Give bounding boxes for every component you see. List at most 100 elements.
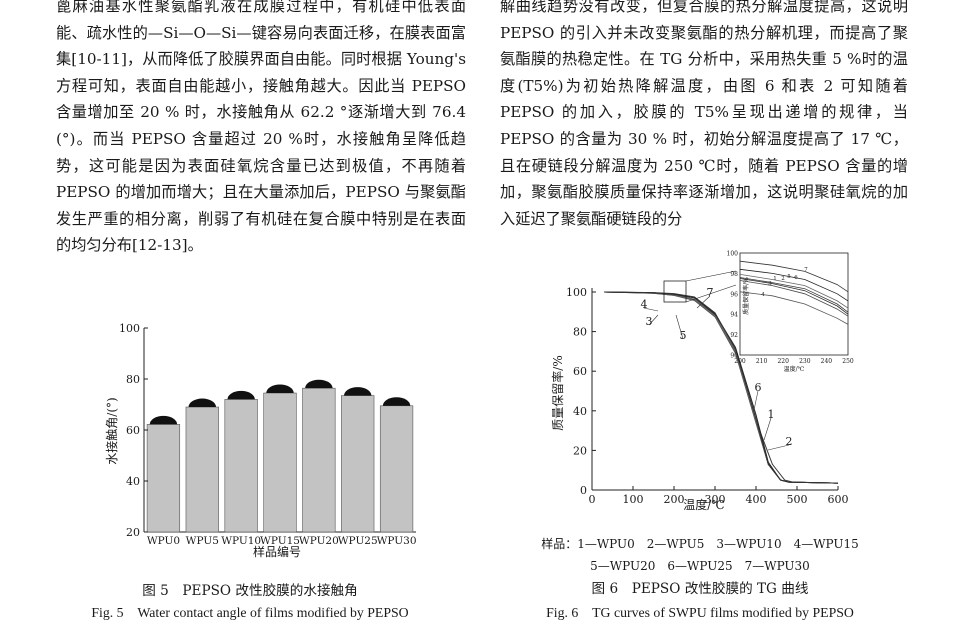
inset-y-tick-label: 90 [730, 353, 738, 360]
left-text-column: 蓖麻油基水性聚氨酯乳液在成膜过程中，有机硅中低表面能、疏水性的—Si—O—Si—… [56, 0, 466, 259]
inset-y-tick-label: 92 [730, 332, 738, 339]
bar [263, 392, 297, 533]
inset-frame [739, 252, 849, 356]
y-tick-label: 100 [119, 322, 140, 335]
bar [379, 405, 414, 533]
y-tick-label: 60 [126, 424, 140, 437]
inset-y-tick-label: 100 [727, 251, 739, 258]
fig6-caption-cn: 图 6 PEPSO 改性胶膜的 TG 曲线 [591, 581, 809, 597]
curve-number-label: 3 [646, 315, 653, 328]
inset-x-tick-label: 200 [734, 358, 746, 365]
curve-label-leader [648, 314, 659, 326]
x-tick-label: WPU15 [260, 535, 300, 547]
bar-chart-ticks: 20 40 60 80 100 WPU0 WPU5 WPU10WPU15WPU20WPU25W… [119, 322, 417, 547]
fig6-legend-line-1: 样品：1—WPU0 2—WPU5 3—WPU10 4—WPU15 [541, 537, 859, 551]
inset-series-line [739, 260, 849, 293]
x-tick-label: 100 [623, 493, 644, 506]
curve-number-label: 5 [680, 329, 687, 342]
tg-chart-series: 1 2 3 4 5 6 7 [604, 286, 839, 484]
right-paragraph: 解曲线趋势没有改变，但复合膜的热分解温度提高，这说明 PEPSO 的引入并未改变… [500, 0, 908, 228]
inset-series-line [739, 274, 849, 309]
inset-series-line [739, 277, 849, 313]
inset-y-tick-label: 96 [730, 291, 738, 298]
y-tick-label: 40 [126, 475, 140, 488]
inset-x-tick-label: 220 [777, 358, 789, 365]
water-droplet [344, 387, 372, 396]
inset-x-tick-label: 210 [756, 358, 768, 365]
x-tick-label: 500 [787, 493, 808, 506]
curve-label-leader [696, 295, 711, 309]
x-tick-label: WPU20 [299, 535, 339, 547]
inset-x-tick-label: 230 [799, 358, 811, 365]
curve-number-label: 1 [768, 408, 775, 421]
bar [302, 387, 336, 533]
water-droplet [227, 390, 255, 400]
x-tick-label: WPU0 [147, 535, 180, 547]
y-tick-label: 20 [573, 444, 587, 457]
right-text-column: 解曲线趋势没有改变，但复合膜的热分解温度提高，这说明 PEPSO 的引入并未改变… [500, 0, 908, 232]
tg-chart-inset: 90 92 94 96 98 100 200 210 220 230 240 250 温度/℃ 质量保留率… [663, 251, 854, 373]
tg-chart-ticks: 0 20 40 60 80 100 0 100 200 300 400 500 600 [566, 286, 849, 506]
inset-x-label: 温度/℃ [784, 365, 805, 373]
x-tick-label: 200 [664, 493, 685, 506]
zoom-region-box [663, 280, 687, 303]
y-tick-label: 40 [573, 405, 587, 418]
tg-chart-y-label: 质量保留率/% [550, 355, 565, 430]
y-tick-label: 80 [126, 373, 140, 386]
inset-curve-label: 6 [794, 275, 798, 281]
fig5-caption-cn: 图 5 PEPSO 改性胶膜的水接触角 [142, 583, 358, 599]
inset-curve-label: 2 [781, 276, 785, 282]
curve-label-leader [753, 390, 759, 411]
x-tick-label: 400 [746, 493, 767, 506]
bar [146, 424, 181, 533]
tg-chart-x-label: 温度/℃ [683, 497, 724, 512]
water-droplet [382, 397, 411, 406]
inset-curve-label: 7 [804, 267, 808, 273]
x-tick-label: 300 [705, 493, 726, 506]
bar-chart-y-label: 水接触角/(°) [104, 397, 119, 464]
inset-series-line [739, 268, 849, 302]
inset-x-tick-label: 240 [821, 358, 833, 365]
x-tick-label: WPU10 [221, 535, 261, 547]
fig6-legend-line-2: 5—WPU20 6—WPU25 7—WPU30 [590, 559, 810, 573]
bar [224, 399, 258, 533]
curve-label-leader [643, 307, 659, 312]
y-tick-label: 20 [126, 526, 140, 539]
curve-number-label: 6 [755, 381, 762, 394]
x-tick-label: 600 [828, 493, 849, 506]
curve-label-leader [767, 444, 790, 451]
inset-y-label: 质量保留率/% [742, 277, 750, 315]
inset-curve-label: 4 [761, 292, 765, 298]
x-tick-label: WPU5 [186, 535, 219, 547]
inset-x-tick-label: 250 [842, 358, 854, 365]
fig5-caption-en: Fig. 5 Water contact angle of films modi… [91, 605, 409, 620]
inset-y-tick-label: 94 [730, 312, 738, 319]
zoom-connector [685, 270, 737, 282]
y-tick-label: 80 [573, 326, 587, 339]
water-droplet [149, 415, 178, 425]
inset-curve-label: 3 [768, 281, 772, 287]
left-paragraph: 蓖麻油基水性聚氨酯乳液在成膜过程中，有机硅中低表面能、疏水性的—Si—O—Si—… [56, 0, 466, 255]
inset-y-tick-label: 98 [730, 271, 738, 278]
x-tick-label: WPU25 [338, 535, 378, 547]
zoom-connector [685, 284, 737, 303]
inset-curve-label: 5 [787, 274, 791, 280]
curve-label-leader [763, 417, 772, 441]
water-droplet [305, 379, 333, 389]
x-tick-label: 0 [589, 493, 596, 506]
inset-series-line [739, 278, 849, 315]
inset-series-line [739, 291, 849, 325]
bar-chart-x-label: 样品编号 [253, 544, 301, 559]
bar-chart-bars [146, 379, 414, 533]
water-droplet [188, 398, 216, 408]
fig6-legend: 样品：1—WPU0 2—WPU5 3—WPU10 4—WPU15 5—WPU20… [510, 533, 890, 577]
fig6-caption-en: Fig. 6 TG curves of SWPU films modified … [546, 605, 854, 620]
x-tick-label: WPU30 [377, 535, 417, 547]
inset-series-line [739, 280, 849, 317]
contact-angle-bar-chart: 20 40 60 80 100 WPU0 WPU5 WPU10WPU15WPU20WPU25W… [104, 322, 417, 559]
water-droplet [266, 384, 294, 394]
curve-label-leader [675, 314, 684, 340]
curve-number-label: 7 [707, 286, 714, 299]
curve-number-label: 2 [786, 435, 793, 448]
